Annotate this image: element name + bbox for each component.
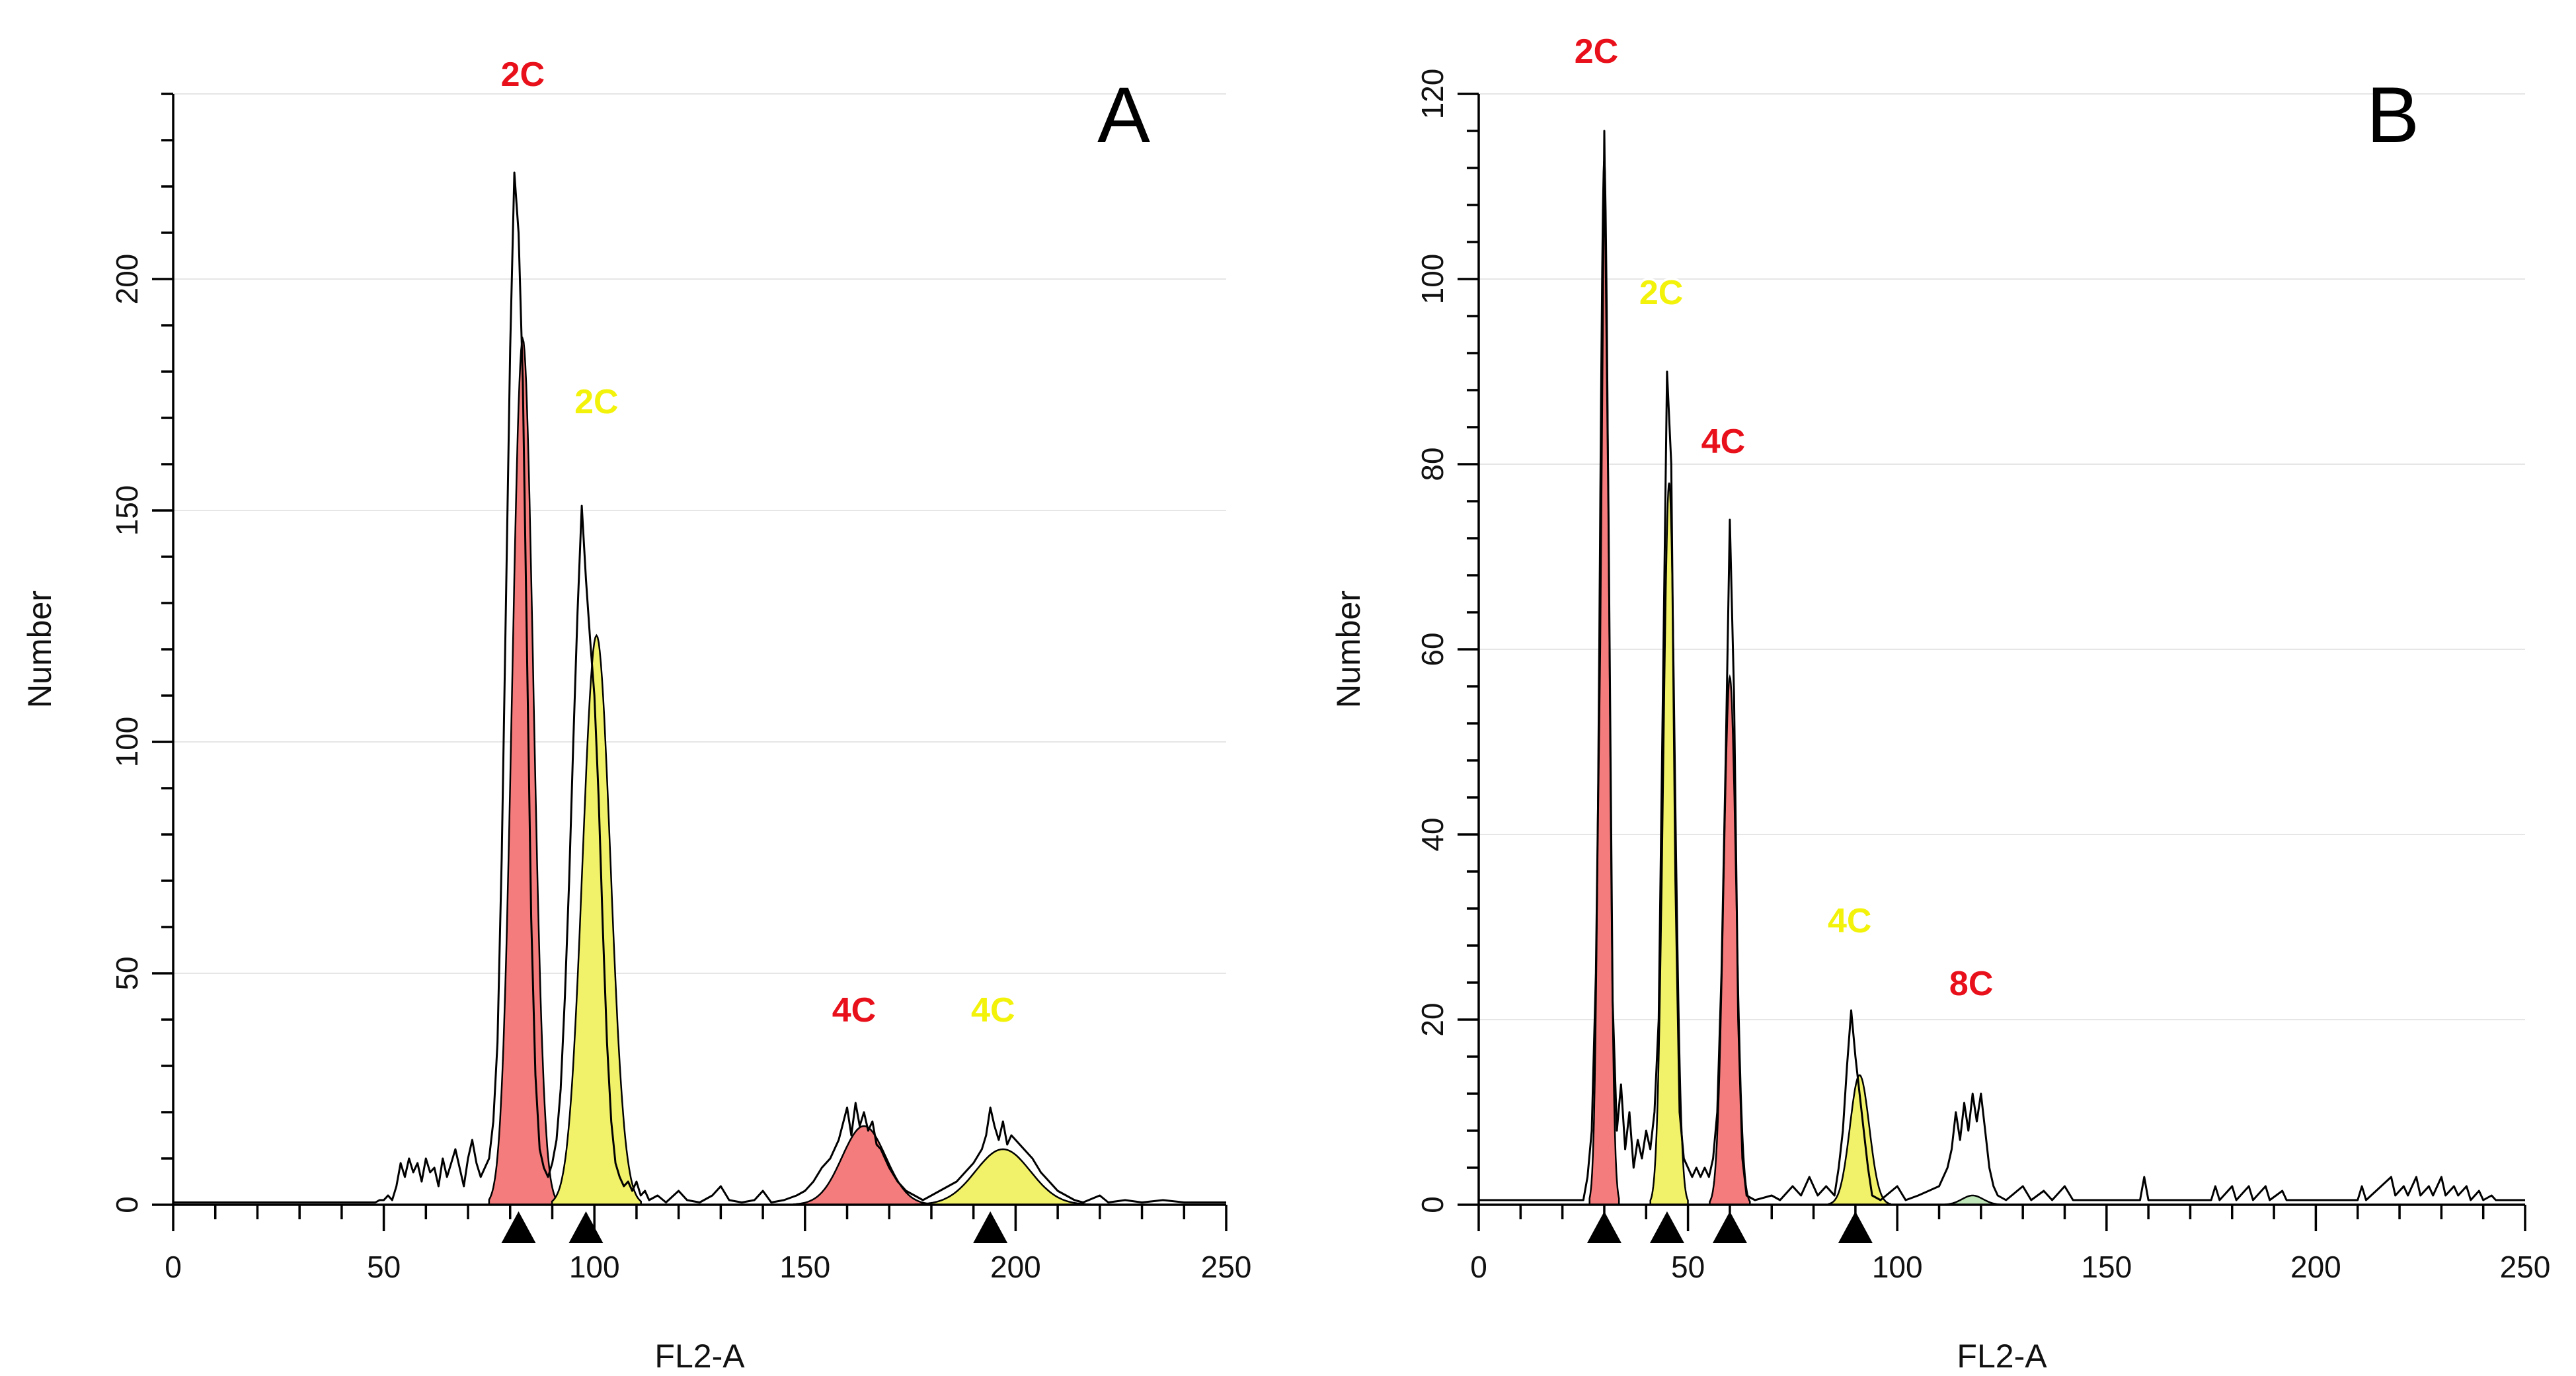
fitted-peak-green-8c — [1938, 1194, 2008, 1206]
y-axis-title: Number — [1330, 590, 1367, 708]
fitted-peak-yellow-2c — [551, 633, 642, 1206]
peak-marker-triangle — [568, 1211, 604, 1243]
y-tick-label: 120 — [1415, 69, 1450, 120]
y-tick-label: 100 — [110, 717, 144, 768]
fitted-peak-red-2c — [488, 336, 558, 1206]
y-tick-label: 200 — [110, 254, 144, 305]
peak-label-yellow-2c: 2C — [574, 383, 618, 421]
peak-marker-triangle — [1838, 1211, 1873, 1243]
peak-marker-triangle — [973, 1211, 1008, 1243]
y-tick-label: 50 — [110, 956, 144, 990]
y-tick-label: 60 — [1415, 632, 1450, 666]
x-tick-label: 250 — [2500, 1250, 2551, 1284]
x-tick-label: 150 — [779, 1250, 830, 1284]
fitted-peak-red-4c — [793, 1125, 935, 1206]
peak-marker-triangle — [1712, 1211, 1747, 1243]
y-tick-label: 0 — [1415, 1196, 1450, 1213]
peak-label-red-2c: 2C — [1575, 32, 1618, 71]
peak-label-yellow-4c: 4C — [971, 991, 1015, 1030]
y-tick-label: 20 — [1415, 1002, 1450, 1036]
peak-marker-triangle — [1586, 1211, 1621, 1243]
panel-b-chart: 0 20 40 60 80 100 120 0 50 100 150 200 250 FL2-A Numbe… — [1330, 30, 2551, 1375]
panel-letter: B — [2366, 71, 2419, 159]
x-tick-label: 50 — [1671, 1250, 1705, 1284]
y-tick-label: 150 — [110, 485, 144, 536]
peak-label-yellow-2c: 2C — [1639, 274, 1683, 312]
y-tick-label: 80 — [1415, 447, 1450, 481]
x-tick-label: 100 — [569, 1250, 620, 1284]
y-tick-label: 100 — [1415, 254, 1450, 305]
peak-marker-triangle — [1649, 1211, 1684, 1243]
x-axis-title: FL2-A — [654, 1338, 745, 1375]
x-tick-label: 150 — [2081, 1250, 2132, 1284]
x-tick-label: 100 — [1872, 1250, 1923, 1284]
peak-label-yellow-4c: 4C — [1828, 902, 1871, 940]
x-axis-title: FL2-A — [1957, 1338, 2047, 1375]
histogram-trace — [1479, 130, 2525, 1201]
peak-label-red-2c: 2C — [501, 56, 545, 94]
peak-label-red-4c: 4C — [832, 991, 876, 1030]
peak-label-green-8c: 8C — [1949, 965, 1993, 1003]
panel-a-chart: 0 50 100 150 200 0 50 100 150 200 250 FL2-A Number A 2… — [21, 54, 1252, 1375]
y-tick-label: 40 — [1415, 817, 1450, 851]
peak-marker-triangle — [501, 1211, 536, 1243]
y-axis-title: Number — [21, 590, 58, 708]
x-tick-label: 250 — [1201, 1250, 1252, 1284]
panel-letter: A — [1097, 71, 1150, 159]
x-tick-label: 200 — [990, 1250, 1041, 1284]
x-tick-label: 0 — [165, 1250, 182, 1284]
peak-label-red-4c: 4C — [1701, 423, 1745, 461]
fitted-peak-yellow-4c — [914, 1148, 1092, 1206]
histogram-trace — [173, 171, 1226, 1203]
x-tick-label: 0 — [1470, 1250, 1487, 1284]
fitted-peak-yellow-4c — [1828, 1074, 1892, 1206]
y-tick-label: 0 — [110, 1196, 144, 1213]
x-tick-label: 50 — [367, 1250, 401, 1284]
x-tick-label: 200 — [2290, 1250, 2341, 1284]
